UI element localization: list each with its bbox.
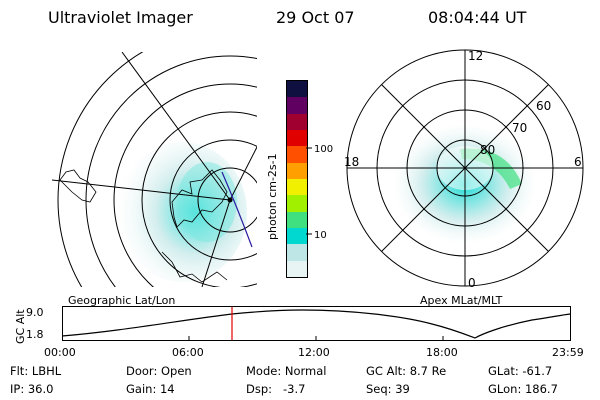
colorbar-segment [287,130,307,147]
mlt-label-18: 18 [344,155,359,169]
colorbar [286,80,308,278]
apex-polar-panel: 12 18 6 0 60 70 80 [344,49,584,290]
geographic-caption: Geographic Lat/Lon [68,294,176,307]
lat-label-60: 60 [536,99,551,113]
mode-info: Mode: Normal [246,364,327,378]
colorbar-segment [287,228,307,245]
alt-plot-frame [62,306,571,341]
time-tick-2359: 23:59 [552,346,584,359]
ip-info: IP: 36.0 [10,382,54,396]
lat-label-70: 70 [512,121,527,135]
coastline [171,169,228,228]
meridian-lines [52,52,257,287]
colorbar-segment [287,81,307,98]
altitude-curve [62,309,571,339]
glon-info: GLon: 186.7 [488,382,558,396]
colorbar-unit-label: photon cm-2s-1 [266,153,279,240]
latitude-circles [57,52,257,287]
glat-info: GLat: -61.7 [488,364,553,378]
filter-info: Flt: LBHL [10,364,62,378]
colorbar-segment [287,195,307,212]
alt-y-label: GC Alt [14,309,27,344]
altitude-plot [62,306,571,341]
svg-text:photon cm-2s-1: photon cm-2s-1 [266,153,279,240]
seq-info: Seq: 39 [366,382,410,396]
map-pole-marker [227,197,233,203]
lat-label-80: 80 [480,143,495,157]
colorbar-axis: 100 10 [306,144,333,241]
time-tick-0000: 00:00 [44,346,76,359]
terminator-line [221,171,253,248]
image-date: 29 Oct 07 [276,8,355,27]
time-tick-0600: 06:00 [172,346,204,359]
alt-tick-high: 9.0 [26,306,44,319]
mlt-label-12: 12 [468,49,483,63]
mlt-label-0: 0 [468,276,476,290]
colorbar-segment [287,260,307,277]
colorbar-segment [287,179,307,196]
colorbar-segment [287,97,307,114]
time-tick-1800: 18:00 [426,346,458,359]
colorbar-segment [287,244,307,261]
dsp-info: Dsp: -3.7 [246,382,306,396]
gain-info: Gain: 14 [126,382,175,396]
colorbar-segment [287,146,307,163]
colorbar-tick-10: 10 [314,230,327,241]
polar-spokes [347,50,583,286]
time-tick-1200: 12:00 [298,346,330,359]
apex-caption: Apex MLat/MLT [420,294,503,307]
colorbar-tick-100: 100 [314,144,333,155]
geographic-map-panel [52,52,257,287]
colorbar-segment [287,113,307,131]
image-time: 08:04:44 UT [428,8,527,27]
alt-tick-low: 1.8 [26,328,44,341]
svg-text:GC Alt: GC Alt [14,309,27,344]
gc-alt-info: GC Alt: 8.7 Re [366,364,447,378]
door-info: Door: Open [126,364,192,378]
colorbar-segment [287,162,307,180]
colorbar-segment [287,211,307,229]
instrument-title: Ultraviolet Imager [48,8,193,27]
mlt-label-6: 6 [574,155,582,169]
